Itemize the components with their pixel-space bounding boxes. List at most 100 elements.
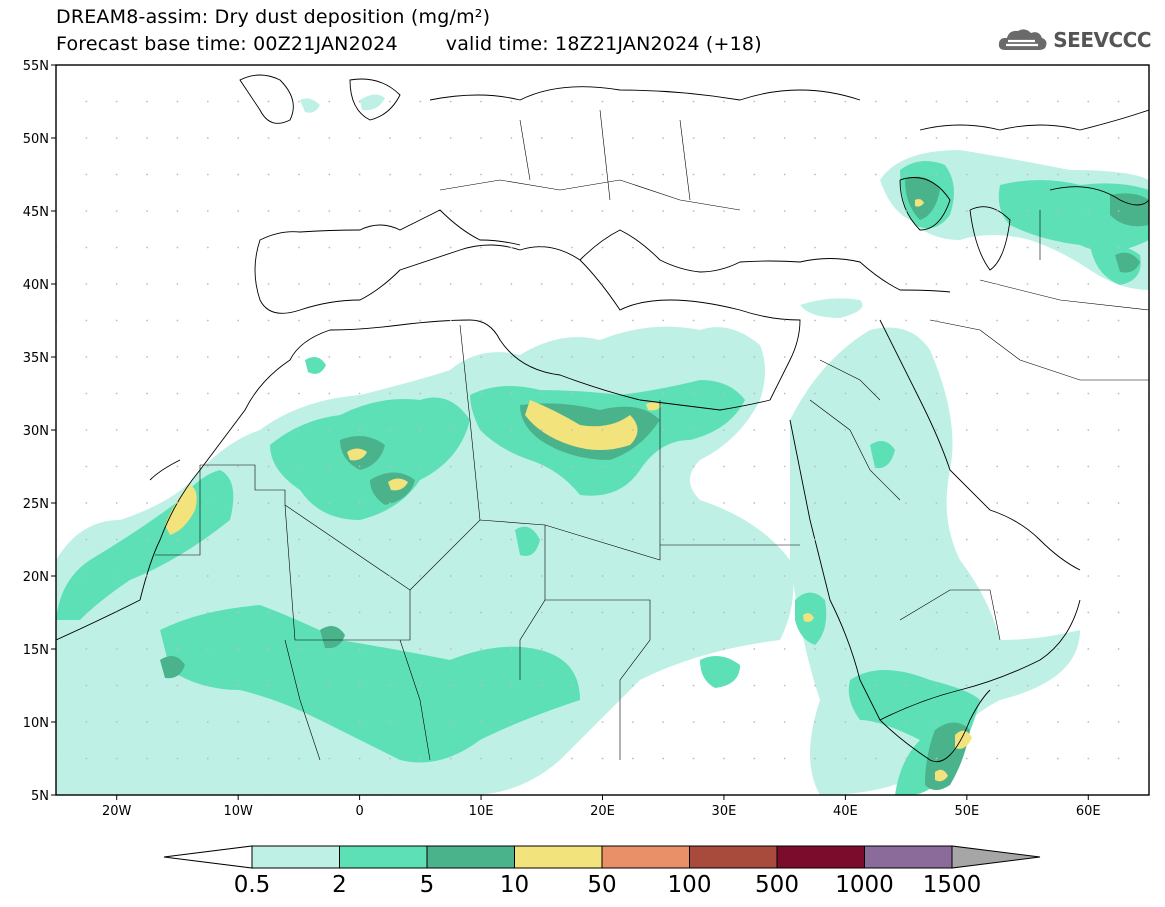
grid-dot (662, 246, 665, 249)
colorbar-swatch (689, 845, 778, 869)
grid-dot (1087, 246, 1090, 249)
grid-dot (358, 721, 361, 723)
grid-dot (844, 648, 847, 650)
grid-dot (358, 502, 361, 504)
grid-dot (692, 538, 695, 541)
grid-dot (632, 173, 634, 176)
grid-dot (389, 502, 391, 504)
grid-dot (814, 721, 816, 723)
grid-dot (510, 575, 513, 577)
grid-dot (601, 319, 604, 322)
grid-dot (844, 137, 847, 139)
grid-dot (1026, 611, 1029, 614)
grid-dot (480, 392, 482, 395)
grid-dot (146, 356, 149, 358)
lat-tick-label: 35N (23, 351, 49, 366)
grid-dot (419, 648, 422, 650)
grid-dot (85, 392, 88, 395)
grid-dot (753, 538, 756, 541)
grid-dot (571, 210, 573, 212)
grid-dot (692, 575, 695, 577)
grid-dot (480, 611, 482, 614)
grid-dot (298, 757, 300, 760)
grid-dot (1026, 538, 1029, 541)
grid-dot (298, 429, 300, 431)
grid-dot (753, 173, 756, 176)
grid-dot (844, 538, 847, 541)
grid-dot (176, 502, 179, 504)
grid-dot (1057, 575, 1059, 577)
grid-dot (844, 319, 847, 322)
grid-dot (814, 137, 816, 139)
grid-dot (115, 684, 118, 687)
grid-dot (85, 757, 88, 760)
grid-dot (419, 684, 422, 687)
grid-dot (632, 538, 634, 541)
grid-dot (935, 319, 938, 322)
grid-dot (146, 392, 149, 395)
grid-dot (389, 684, 391, 687)
grid-dot (328, 757, 331, 760)
grid-dot (905, 210, 907, 212)
grid-dot (935, 392, 938, 395)
grid-dot (905, 392, 907, 395)
grid-dot (662, 283, 665, 285)
grid-dot (905, 137, 907, 139)
grid-dot (814, 502, 816, 504)
grid-dot (328, 246, 331, 249)
grid-dot (1117, 429, 1120, 431)
colorbar-swatch (514, 845, 603, 869)
grid-dot (540, 611, 543, 614)
grid-dot (783, 721, 786, 723)
grid-dot (419, 100, 422, 103)
grid-dot (996, 210, 999, 212)
grid-dot (753, 502, 756, 504)
grid-dot (1087, 137, 1090, 139)
grid-dot (571, 283, 573, 285)
lat-tick-label: 50N (23, 132, 49, 147)
lon-tick-label: 60E (1076, 804, 1101, 819)
grid-dot (571, 429, 573, 431)
grid-dot (176, 356, 179, 358)
grid-dot (449, 538, 452, 541)
grid-dot (358, 137, 361, 139)
grid-dot (1117, 137, 1120, 139)
grid-dot (237, 210, 240, 212)
grid-dot (723, 721, 725, 723)
grid-dot (267, 356, 270, 358)
grid-dot (571, 465, 573, 468)
grid-dot (905, 721, 907, 723)
coastlines (56, 74, 1149, 762)
grid-dot (692, 210, 695, 212)
grid-dot (510, 392, 513, 395)
grid-dot (965, 246, 968, 249)
grid-dot (510, 721, 513, 723)
grid-dot (632, 392, 634, 395)
grid-dot (449, 319, 452, 322)
grid-dot (601, 173, 604, 176)
grid-dot (1117, 721, 1120, 723)
grid-dot (1026, 100, 1029, 103)
grid-dot (449, 356, 452, 358)
grid-dot (723, 392, 725, 395)
grid-dot (449, 684, 452, 687)
grid-dot (571, 173, 573, 176)
grid-dot (601, 465, 604, 468)
grid-dot (510, 538, 513, 541)
grid-dot (267, 465, 270, 468)
grid-dot (692, 648, 695, 650)
grid-dot (328, 721, 331, 723)
colorbar-label: 50 (587, 872, 616, 898)
grid-dot (389, 575, 391, 577)
grid-dot (692, 757, 695, 760)
grid-dot (753, 210, 756, 212)
grid-dot (176, 721, 179, 723)
grid-dot (1057, 465, 1059, 468)
grid-dot (85, 502, 88, 504)
grid-dot (965, 356, 968, 358)
grid-dot (115, 173, 118, 176)
grid-dot (206, 611, 209, 614)
grid-dot (480, 429, 482, 431)
grid-dot (267, 538, 270, 541)
grid-dot (965, 100, 968, 103)
